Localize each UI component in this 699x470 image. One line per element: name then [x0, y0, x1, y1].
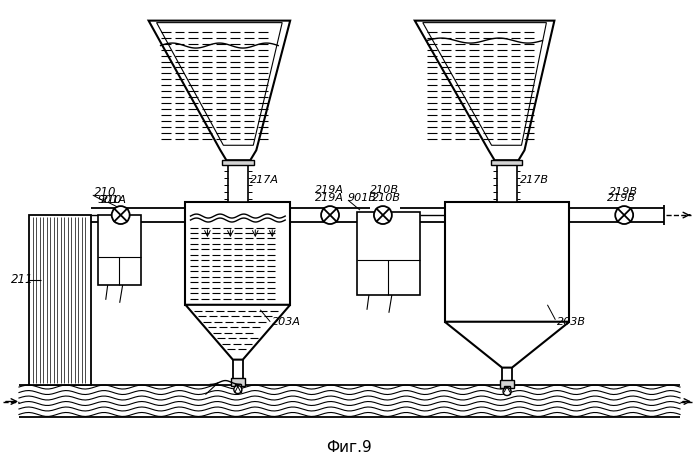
Bar	[231, 377, 245, 385]
Bar	[98, 215, 140, 285]
Text: 210: 210	[101, 195, 122, 205]
Text: 219B: 219B	[607, 193, 636, 203]
Bar	[445, 202, 570, 322]
Polygon shape	[149, 21, 290, 160]
Text: 203A: 203A	[272, 317, 301, 327]
Text: 210B: 210B	[372, 193, 401, 203]
Text: 901A: 901A	[98, 195, 127, 205]
Polygon shape	[157, 23, 282, 145]
Bar	[229, 165, 248, 202]
Text: 219B: 219B	[610, 187, 638, 197]
Circle shape	[112, 206, 129, 224]
Polygon shape	[185, 305, 290, 360]
Bar	[222, 160, 254, 165]
Circle shape	[321, 206, 339, 224]
Bar	[185, 202, 290, 305]
Circle shape	[615, 206, 633, 224]
Polygon shape	[445, 322, 570, 368]
Circle shape	[234, 385, 242, 393]
Bar	[504, 385, 510, 393]
Bar	[235, 384, 241, 392]
Text: 217A: 217A	[250, 175, 280, 185]
Text: 211: 211	[11, 274, 34, 286]
Polygon shape	[423, 23, 547, 145]
Circle shape	[374, 206, 392, 224]
Text: 203B: 203B	[557, 317, 586, 327]
Text: 210: 210	[94, 186, 116, 199]
Bar	[496, 165, 517, 202]
Text: Фиг.9: Фиг.9	[326, 440, 372, 455]
Bar	[500, 380, 514, 388]
Text: 219A: 219A	[315, 185, 344, 195]
Text: 210B: 210B	[370, 185, 399, 195]
Text: 219A: 219A	[315, 193, 344, 203]
Bar	[357, 212, 420, 295]
Bar	[29, 215, 91, 384]
Bar	[491, 160, 522, 165]
Polygon shape	[415, 21, 554, 160]
Text: 901B: 901B	[348, 193, 377, 203]
Text: 217B: 217B	[519, 175, 549, 185]
Circle shape	[503, 388, 511, 396]
